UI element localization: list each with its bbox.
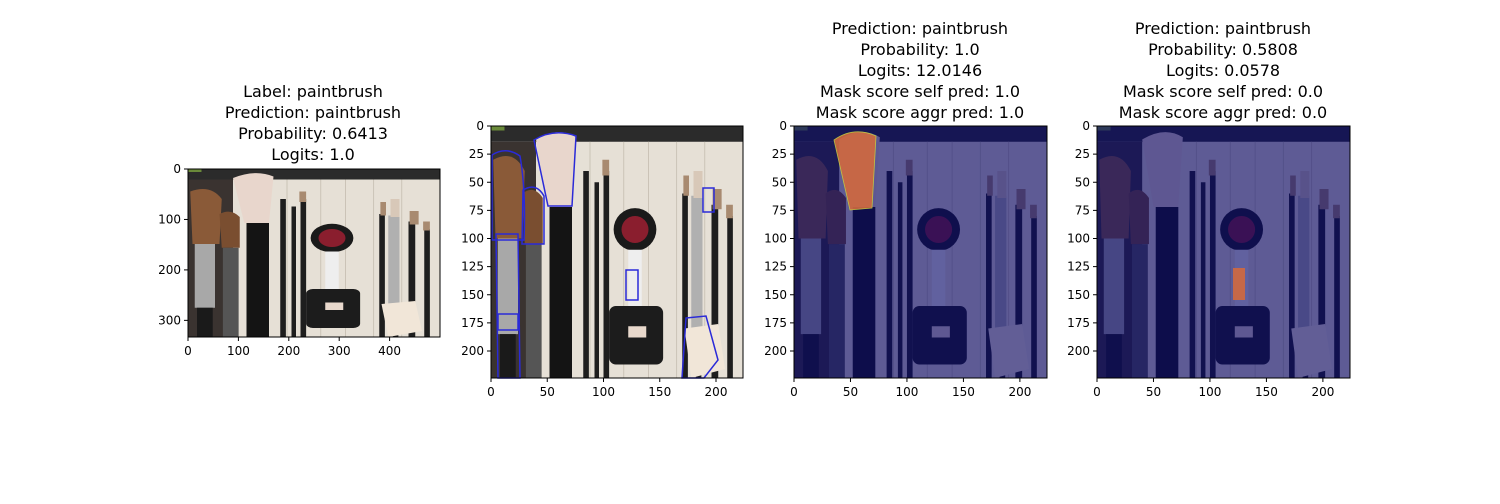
y-tick-label: 75 — [1075, 203, 1090, 217]
axes-1-frame — [187, 168, 441, 338]
y-tick-label: 200 — [1067, 344, 1090, 358]
axes-3-title: Prediction: paintbrush Probability: 1.0 … — [816, 19, 1024, 122]
y-tick-label: 50 — [469, 175, 484, 189]
x-tick-label: 150 — [1255, 385, 1278, 399]
x-tick-label: 0 — [487, 385, 495, 399]
axes-3-title-line-4: Mask score self pred: 1.0 — [820, 82, 1020, 101]
y-tick-label: 200 — [158, 263, 181, 277]
y-tick-label: 75 — [772, 203, 787, 217]
axes-4-title-line-3: Logits: 0.0578 — [1166, 61, 1280, 80]
y-tick-label: 25 — [772, 147, 787, 161]
y-tick-label: 175 — [764, 316, 787, 330]
axes-4-ticks: 0 50 100 150 200 0 25 50 75 100 125 150 175 200 — [1067, 119, 1334, 399]
y-tick-label: 25 — [1075, 147, 1090, 161]
axes-2-ticks: 0 50 100 150 200 0 25 50 75 100 125 150 175 200 — [461, 119, 727, 399]
axes-4-mask-region — [1233, 268, 1245, 300]
x-tick-label: 100 — [1198, 385, 1221, 399]
axes-3-title-line-1: Prediction: paintbrush — [832, 19, 1008, 38]
axes-4-title-line-4: Mask score self pred: 0.0 — [1123, 82, 1323, 101]
axes-4-frame — [1096, 125, 1351, 379]
y-tick-label: 125 — [764, 260, 787, 274]
axes-1-title: Label: paintbrush Prediction: paintbrush… — [225, 82, 401, 164]
x-tick-label: 300 — [328, 344, 351, 358]
y-tick-label: 125 — [461, 260, 484, 274]
axes-4-title-line-5: Mask score aggr pred: 0.0 — [1119, 103, 1327, 122]
axes-3-frame — [793, 125, 1048, 379]
x-tick-label: 50 — [843, 385, 858, 399]
y-tick-label: 50 — [1075, 175, 1090, 189]
x-tick-label: 150 — [648, 385, 671, 399]
y-tick-label: 25 — [469, 147, 484, 161]
y-tick-label: 0 — [173, 162, 181, 176]
y-tick-label: 50 — [772, 175, 787, 189]
y-tick-label: 175 — [461, 316, 484, 330]
x-tick-label: 100 — [592, 385, 615, 399]
axes-4-title: Prediction: paintbrush Probability: 0.58… — [1119, 19, 1327, 122]
axes-1-title-line-1: Label: paintbrush — [243, 82, 383, 101]
axes-3-mask-region — [833, 131, 877, 211]
y-tick-label: 125 — [1067, 260, 1090, 274]
y-tick-label: 200 — [461, 344, 484, 358]
contour-fan-brush — [533, 132, 577, 207]
x-tick-label: 100 — [227, 344, 250, 358]
contour-brown-brush-small — [521, 186, 545, 245]
axes-3-ticks: 0 50 100 150 200 0 25 50 75 100 125 150 175 200 — [764, 119, 1031, 399]
axes-1-title-line-2: Prediction: paintbrush — [225, 103, 401, 122]
x-tick-label: 200 — [705, 385, 728, 399]
y-tick-label: 200 — [764, 344, 787, 358]
y-tick-label: 175 — [1067, 316, 1090, 330]
y-tick-label: 150 — [764, 288, 787, 302]
axes-1-ticks: 0 100 200 300 400 0 100 200 300 — [158, 162, 401, 358]
contour-sponge — [681, 315, 719, 379]
x-tick-label: 150 — [952, 385, 975, 399]
axes-4-mask-tint — [1097, 126, 1350, 378]
x-tick-label: 100 — [895, 385, 918, 399]
y-tick-label: 150 — [1067, 288, 1090, 302]
axes-2-image — [491, 126, 743, 378]
x-tick-label: 400 — [378, 344, 401, 358]
y-tick-label: 100 — [158, 212, 181, 226]
y-tick-label: 100 — [764, 232, 787, 246]
x-tick-label: 200 — [277, 344, 300, 358]
x-tick-label: 0 — [790, 385, 798, 399]
contour-compact-tab — [625, 269, 639, 301]
contour-ferrule — [497, 313, 519, 331]
axes-2-frame — [490, 125, 744, 379]
y-tick-label: 0 — [476, 119, 484, 133]
axes-4-title-line-2: Probability: 0.5808 — [1148, 40, 1298, 59]
y-tick-label: 100 — [1067, 232, 1090, 246]
y-tick-label: 75 — [469, 203, 484, 217]
axes-3: Prediction: paintbrush Probability: 1.0 … — [764, 19, 1048, 399]
x-tick-label: 200 — [1311, 385, 1334, 399]
contour-brown-brush — [491, 150, 526, 241]
axes-3-title-line-3: Logits: 12.0146 — [858, 61, 982, 80]
axes-3-title-line-5: Mask score aggr pred: 1.0 — [816, 103, 1024, 122]
axes-1-title-line-4: Logits: 1.0 — [271, 145, 355, 164]
axes-2: 0 50 100 150 200 0 25 50 75 100 125 150 175 200 — [461, 119, 744, 399]
y-tick-label: 0 — [1082, 119, 1090, 133]
axes-4-title-line-1: Prediction: paintbrush — [1135, 19, 1311, 38]
axes-4: Prediction: paintbrush Probability: 0.58… — [1067, 19, 1351, 399]
x-tick-label: 0 — [184, 344, 192, 358]
x-tick-label: 50 — [1146, 385, 1161, 399]
axes-1: Label: paintbrush Prediction: paintbrush… — [158, 82, 441, 358]
axes-1-image — [188, 169, 440, 337]
x-tick-label: 200 — [1008, 385, 1031, 399]
axes-3-mask-tint — [794, 126, 1047, 378]
y-tick-label: 300 — [158, 313, 181, 327]
y-tick-label: 0 — [779, 119, 787, 133]
axes-3-title-line-2: Probability: 1.0 — [860, 40, 979, 59]
axes-1-title-line-3: Probability: 0.6413 — [238, 124, 388, 143]
y-tick-label: 150 — [461, 288, 484, 302]
x-tick-label: 50 — [540, 385, 555, 399]
contour-brush-tip — [702, 187, 715, 213]
x-tick-label: 0 — [1093, 385, 1101, 399]
y-tick-label: 100 — [461, 232, 484, 246]
